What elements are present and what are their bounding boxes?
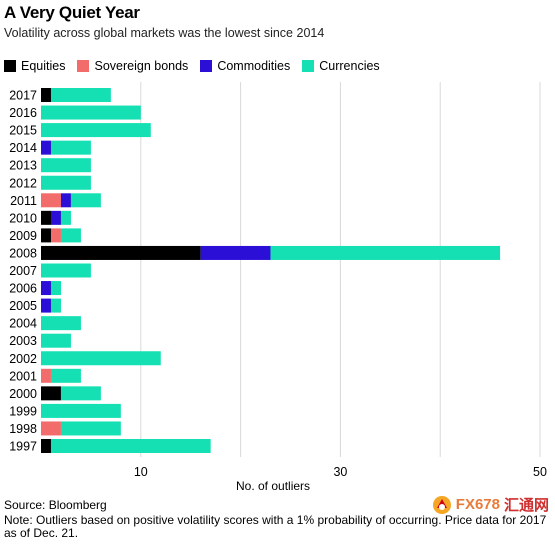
bar-segment xyxy=(50,228,61,243)
y-tick-label: 2007 xyxy=(9,264,37,278)
bar-segment xyxy=(41,88,51,102)
y-tick-label: 2016 xyxy=(9,106,37,120)
legend: Equities Sovereign bonds Commodities Cur… xyxy=(4,59,380,73)
y-tick-label: 2006 xyxy=(9,282,37,296)
bar-segment xyxy=(41,245,201,260)
bar-segment xyxy=(50,298,61,313)
watermark: FX678 汇通网 xyxy=(432,494,549,515)
y-tick-label: 2015 xyxy=(9,124,37,138)
bar-segment xyxy=(41,158,91,173)
legend-item-currencies: Currencies xyxy=(302,59,380,73)
bar-chart: 2017 2016 2015 2014 2013 2012 2011 2010 2009 2008… xyxy=(9,82,547,477)
legend-label-commodities: Commodities xyxy=(217,59,291,73)
bar-segment xyxy=(50,140,91,155)
legend-swatch-currencies xyxy=(302,60,315,72)
bar-segment xyxy=(50,88,111,102)
bar-segment xyxy=(41,263,91,278)
bar-segment xyxy=(41,403,121,418)
bar-segment xyxy=(41,175,91,190)
bar-segment xyxy=(50,368,81,383)
bar-segment xyxy=(41,333,71,348)
chart-title: A Very Quiet Year xyxy=(4,3,140,22)
bar-segment xyxy=(50,439,211,453)
bar-segment xyxy=(50,210,61,225)
y-tick-label: 2005 xyxy=(9,299,37,313)
chart-subtitle: Volatility across global markets was the… xyxy=(4,26,325,40)
y-tick-label: 2010 xyxy=(9,211,37,225)
legend-swatch-equities xyxy=(4,60,16,72)
bar-segment xyxy=(41,281,51,296)
y-tick-label: 2017 xyxy=(9,89,37,103)
x-tick-label: 30 xyxy=(333,465,347,477)
y-tick-label: 2008 xyxy=(9,246,37,260)
watermark-text-a: FX678 xyxy=(455,496,500,513)
y-tick-label: 2013 xyxy=(9,159,37,173)
legend-swatch-commodities xyxy=(200,60,213,72)
legend-swatch-sovereign-bonds xyxy=(77,60,90,72)
legend-label-currencies: Currencies xyxy=(319,59,380,73)
y-tick-label: 2009 xyxy=(9,229,37,243)
legend-item-commodities: Commodities xyxy=(200,59,290,73)
bar-segment xyxy=(41,193,61,208)
bar-segment xyxy=(60,421,121,436)
bar-segment xyxy=(41,351,161,366)
source-text: Source: Bloomberg xyxy=(4,498,107,512)
y-tick-label: 1997 xyxy=(9,440,37,454)
bar-segment xyxy=(41,210,51,225)
legend-label-equities: Equities xyxy=(21,59,66,73)
bar-segment xyxy=(60,386,101,401)
fx678-logo-icon xyxy=(432,495,451,514)
bar-segment xyxy=(60,228,81,243)
x-tick-label: 10 xyxy=(134,465,148,477)
y-tick-label: 2012 xyxy=(9,176,37,190)
bar-segment xyxy=(41,421,61,436)
note-text: Note: Outliers based on positive volatil… xyxy=(4,513,547,540)
y-tick-label: 2003 xyxy=(9,334,37,348)
bar-segment xyxy=(270,245,501,260)
y-tick-label: 2004 xyxy=(9,317,37,331)
legend-item-equities: Equities xyxy=(4,59,65,73)
y-tick-label: 1999 xyxy=(9,404,37,418)
x-tick-label: 50 xyxy=(533,465,547,477)
y-tick-label: 2014 xyxy=(9,141,37,155)
bar-segment xyxy=(60,193,71,208)
y-tick-label: 2001 xyxy=(9,369,37,383)
bar-segment xyxy=(41,298,51,313)
bar-segment xyxy=(200,245,271,260)
bar-segment xyxy=(41,316,81,331)
y-tick-label: 2002 xyxy=(9,352,37,366)
y-tick-label: 1998 xyxy=(9,422,37,436)
watermark-text-b: 汇通网 xyxy=(503,497,549,514)
bar-segment xyxy=(41,368,51,383)
bar-segment xyxy=(41,228,51,243)
y-tick-label: 2000 xyxy=(9,387,37,401)
y-tick-label: 2011 xyxy=(10,194,37,208)
bar-segment xyxy=(60,210,71,225)
bar-segment xyxy=(50,281,61,296)
bar-segment xyxy=(41,439,51,453)
legend-label-sovereign-bonds: Sovereign bonds xyxy=(94,59,189,73)
legend-item-sovereign-bonds: Sovereign bonds xyxy=(77,59,188,73)
bar-segment xyxy=(41,123,151,138)
bar-segment xyxy=(41,386,61,401)
bar-segment xyxy=(41,140,51,155)
bar-segment xyxy=(41,105,141,120)
bar-segment xyxy=(70,193,101,208)
x-axis-title: No. of outliers xyxy=(236,479,311,493)
